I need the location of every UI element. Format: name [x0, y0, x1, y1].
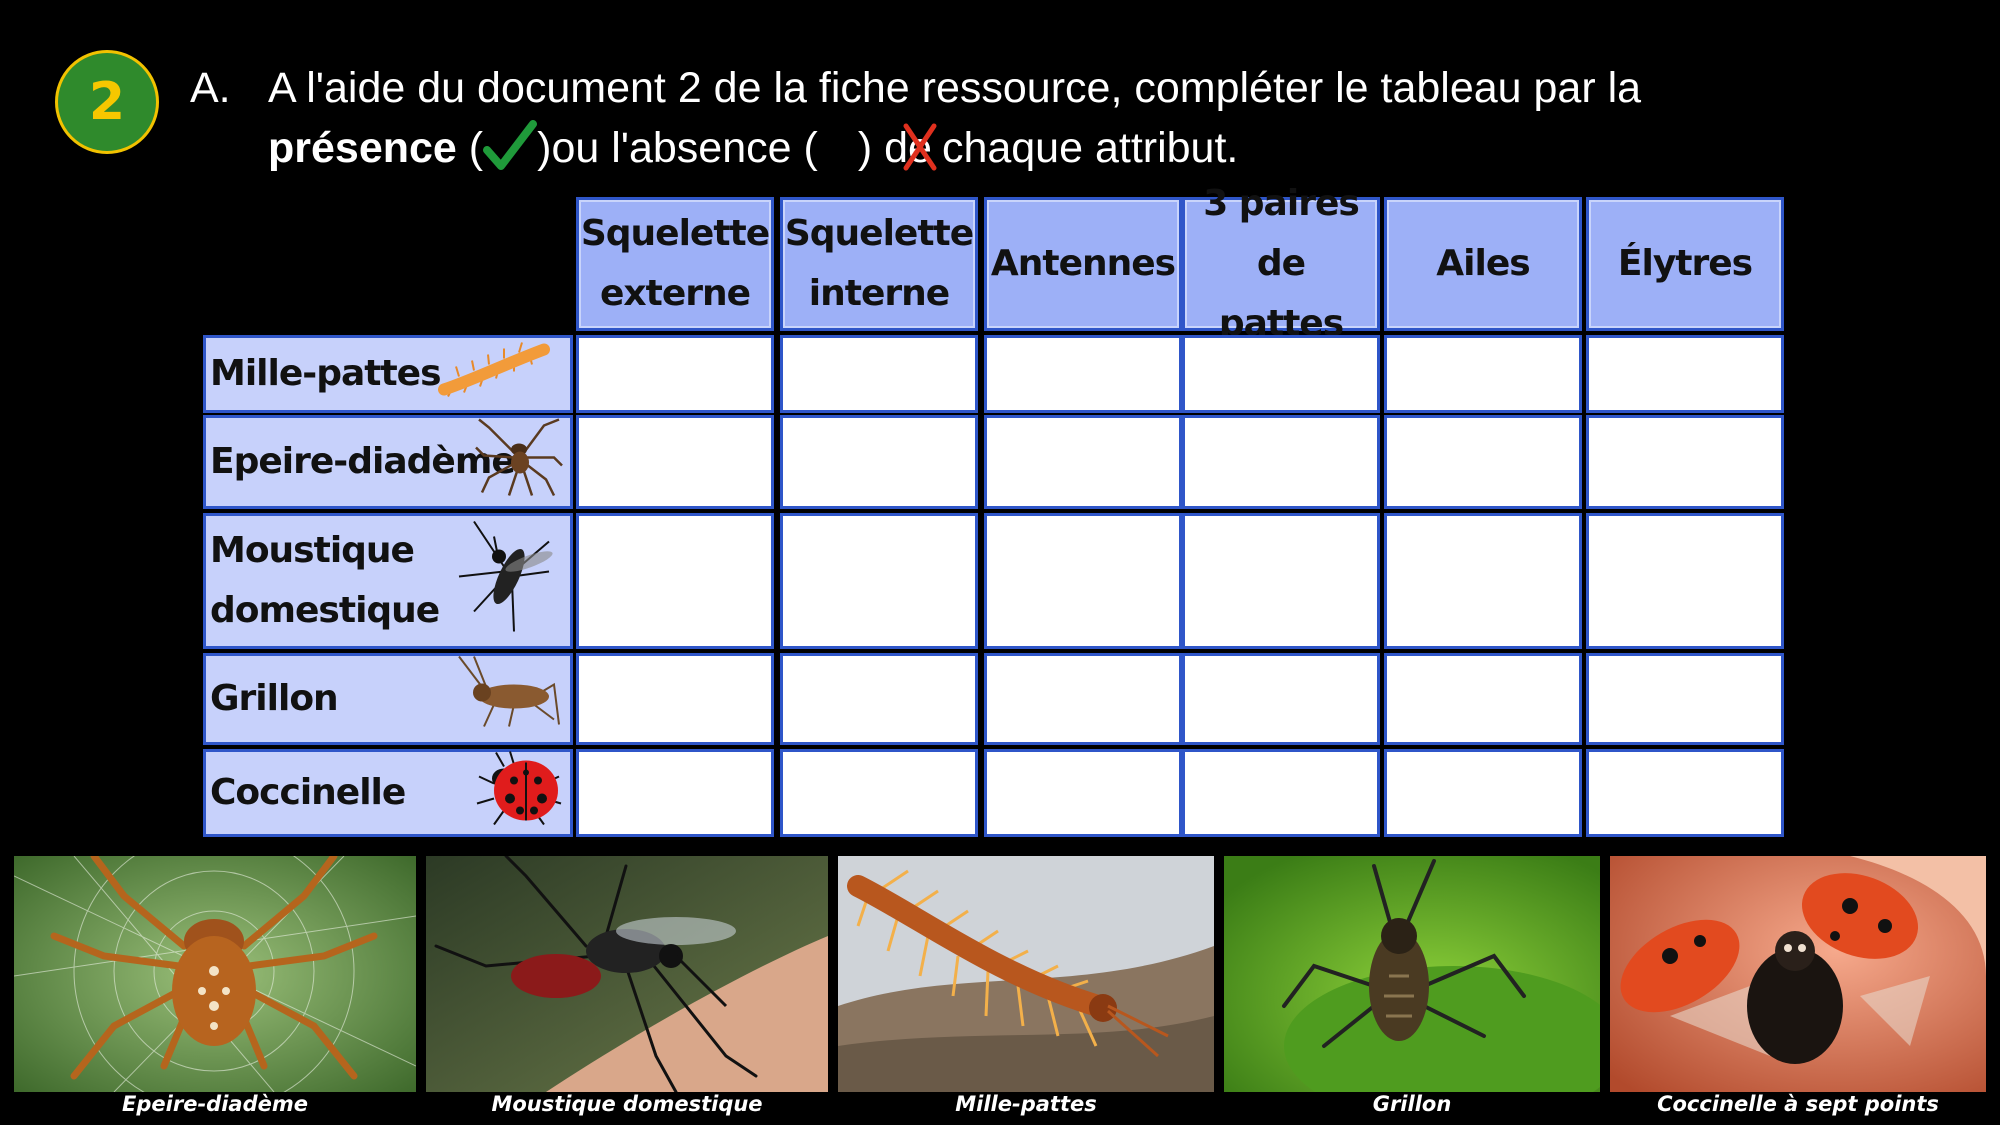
photo-caption: Epeire-diadème: [122, 1092, 308, 1116]
instruction-line-1: A l'aide du document 2 de la fiche resso…: [268, 64, 1642, 112]
answer-cell[interactable]: [984, 415, 1182, 509]
instruction-letter: A.: [190, 64, 231, 112]
row-label: Coccinelle: [203, 749, 573, 837]
answer-cell[interactable]: [780, 415, 978, 509]
cross-icon: [903, 123, 937, 171]
answer-cell[interactable]: [1586, 749, 1784, 837]
column-header: Squelette externe: [576, 197, 774, 331]
answer-cell[interactable]: [1182, 415, 1380, 509]
row-label: Mille-pattes: [203, 335, 573, 413]
photo-caption: Mille-pattes: [955, 1092, 1097, 1116]
column-header: Squelette interne: [780, 197, 978, 331]
answer-cell[interactable]: [576, 335, 774, 413]
row-label-line-1: Mille-pattes: [210, 353, 442, 394]
column-header: Élytres: [1586, 197, 1784, 331]
row-label-line-1: Coccinelle: [210, 772, 406, 813]
after-absence-text: ) d: [857, 124, 909, 172]
photo-caption: Grillon: [1372, 1092, 1452, 1116]
answer-cell[interactable]: [1182, 653, 1380, 745]
answer-cell[interactable]: [780, 749, 978, 837]
check-icon: [483, 120, 538, 170]
column-header-line-2: interne: [808, 273, 950, 314]
answer-cell[interactable]: [1586, 415, 1784, 509]
absence-text: )ou l'absence (: [537, 124, 818, 172]
presence-word: présence: [268, 124, 457, 172]
answer-cell[interactable]: [576, 749, 774, 837]
answer-cell[interactable]: [1384, 513, 1582, 649]
spider-icon: [474, 418, 564, 507]
answer-cell[interactable]: [780, 335, 978, 413]
row-label: Grillon: [203, 653, 573, 745]
answer-cell[interactable]: [1182, 513, 1380, 649]
row-label: Epeire-diadème: [203, 415, 573, 509]
row-label-line-1: Grillon: [210, 678, 339, 719]
instruction-end: chaque attribut.: [941, 124, 1239, 172]
answer-cell[interactable]: [1384, 653, 1582, 745]
answer-cell[interactable]: [1384, 749, 1582, 837]
column-header: 3 paires de pattes: [1182, 183, 1380, 344]
instruction-text: A. A l'aide du document 2 de la fiche res…: [190, 58, 1641, 178]
cricket-photo: [1224, 856, 1600, 1092]
answer-cell[interactable]: [1384, 415, 1582, 509]
column-header-line-1: Squelette: [580, 213, 770, 254]
answer-cell[interactable]: [780, 513, 978, 649]
answer-cell[interactable]: [576, 415, 774, 509]
column-header: Ailes: [1384, 197, 1582, 331]
column-header-line-1: 3 paires de: [1203, 183, 1360, 284]
centipede-icon: [434, 335, 564, 414]
column-header-line-1: Squelette: [784, 213, 974, 254]
mosquito-photo: [426, 856, 828, 1092]
column-header: Antennes: [984, 197, 1182, 331]
column-header-line-1: Antennes: [990, 243, 1176, 284]
answer-cell[interactable]: [984, 749, 1182, 837]
centipede-photo: [838, 856, 1214, 1092]
photo-caption: Moustique domestique: [491, 1092, 763, 1116]
answer-cell[interactable]: [1182, 335, 1380, 413]
answer-cell[interactable]: [1384, 335, 1582, 413]
spider-photo: [14, 856, 416, 1092]
exercise-number-badge: 2: [55, 50, 159, 154]
answer-cell[interactable]: [1586, 513, 1784, 649]
answer-cell[interactable]: [984, 335, 1182, 413]
row-label: Moustique domestique: [203, 513, 573, 649]
answer-cell[interactable]: [576, 513, 774, 649]
row-label-line-1: Epeire-diadème: [210, 441, 516, 482]
answer-cell[interactable]: [576, 653, 774, 745]
column-header-line-1: Élytres: [1617, 243, 1753, 284]
answer-cell[interactable]: [984, 653, 1182, 745]
answer-cell[interactable]: [1586, 653, 1784, 745]
column-header-line-1: Ailes: [1436, 243, 1530, 284]
ladybug-photo: [1610, 856, 1986, 1092]
ladybug-icon: [474, 749, 564, 838]
row-label-line-1: Moustique: [210, 530, 415, 571]
answer-cell[interactable]: [1586, 335, 1784, 413]
column-header-line-2: externe: [599, 273, 751, 314]
answer-cell[interactable]: [984, 513, 1182, 649]
row-label-line-2: domestique: [210, 590, 440, 631]
paren-open: (: [456, 124, 484, 172]
answer-cell[interactable]: [780, 653, 978, 745]
answer-cell[interactable]: [1182, 749, 1380, 837]
photo-caption: Coccinelle à sept points: [1657, 1092, 1939, 1116]
cricket-icon: [454, 655, 564, 744]
mosquito-icon: [454, 517, 564, 646]
